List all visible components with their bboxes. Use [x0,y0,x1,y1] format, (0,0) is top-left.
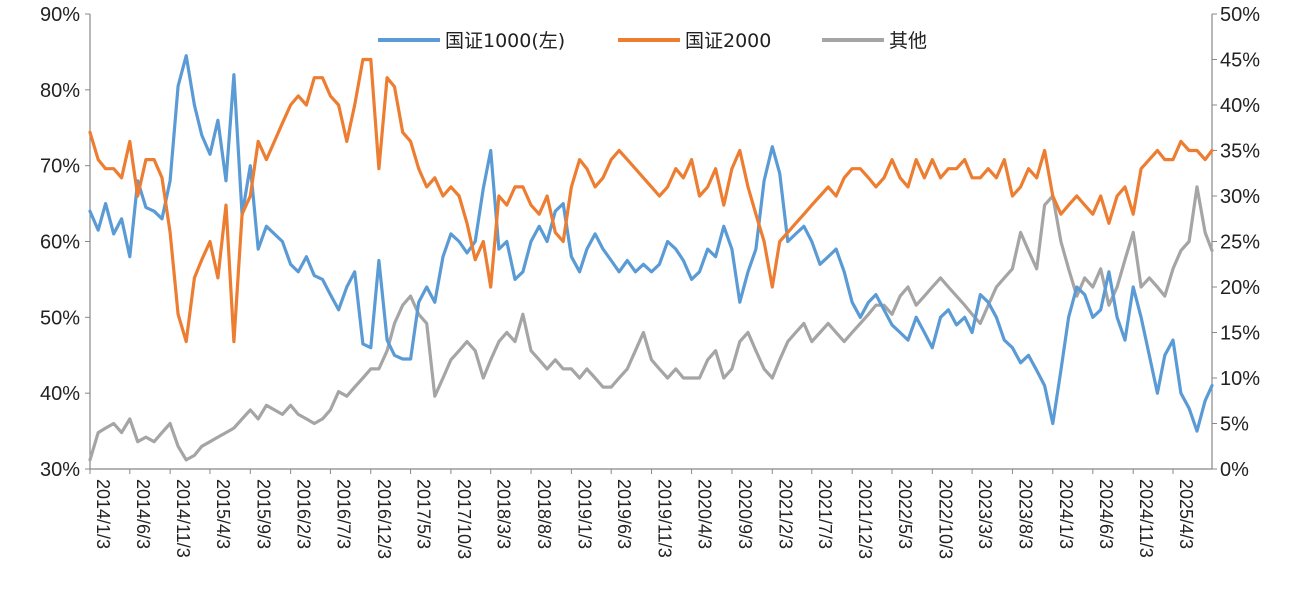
x-tick-label: 2019/1/3 [574,479,594,549]
x-tick-label: 2021/7/3 [815,479,835,549]
left-tick-label: 40% [40,383,80,405]
right-tick-label: 50% [1220,4,1260,26]
x-tick-label: 2022/10/3 [935,479,955,559]
right-tick-label: 40% [1220,95,1260,117]
x-tick-label: 2015/4/3 [213,479,233,549]
x-tick-label: 2020/4/3 [695,479,715,549]
right-tick-label: 10% [1220,368,1260,390]
x-tick-label: 2021/12/3 [855,479,875,559]
series-line-2 [88,185,1214,462]
x-tick-label: 2022/5/3 [895,479,915,549]
legend: 国证1000(左) 国证2000 其他 [378,30,927,52]
x-tick-label: 2024/11/3 [1136,479,1156,558]
x-tick-label: 2016/7/3 [333,479,353,549]
right-tick-label: 45% [1220,50,1260,72]
right-tick-label: 15% [1220,323,1260,345]
left-tick-label: 30% [40,459,80,481]
axes-group: 30% 40% 50% 60% 70% 80% 90% 0% 5% 10% 15% 20% 25% 30%… [40,4,1260,559]
left-tick-label: 60% [40,232,80,254]
x-tick-label: 2023/8/3 [1015,479,1035,549]
x-tick-label: 2015/9/3 [253,479,273,549]
x-tick-label: 2019/6/3 [614,479,634,549]
x-tick-label: 2018/3/3 [494,479,514,549]
x-tick-label: 2016/12/3 [374,479,394,559]
legend-label-1: 国证2000 [685,30,771,52]
x-tick-label: 2024/1/3 [1056,479,1076,549]
x-tick-label: 2020/9/3 [735,479,755,549]
x-tick-label: 2014/11/3 [173,479,193,558]
left-tick-label: 70% [40,156,80,178]
right-tick-label: 0% [1220,459,1249,481]
series-line-1 [88,57,1214,344]
x-tick-label: 2017/5/3 [414,479,434,549]
series-lines [88,54,1214,462]
x-tick-label: 2016/2/3 [294,479,314,549]
series-line-0 [88,54,1214,433]
right-tick-label: 20% [1220,277,1260,299]
x-tick-label: 2014/6/3 [133,479,153,549]
left-tick-label: 80% [40,80,80,102]
x-tick-label: 2014/1/3 [93,479,113,549]
right-tick-label: 35% [1220,141,1260,163]
x-tick-label: 2017/10/3 [454,479,474,559]
x-tick-label: 2023/3/3 [975,479,995,549]
left-tick-label: 90% [40,4,80,26]
legend-label-0: 国证1000(左) [445,30,565,52]
right-tick-label: 5% [1220,414,1249,436]
x-tick-label: 2021/2/3 [775,479,795,549]
left-tick-label: 50% [40,307,80,329]
x-tick-label: 2024/6/3 [1096,479,1116,549]
right-tick-label: 30% [1220,186,1260,208]
right-tick-label: 25% [1220,232,1260,254]
x-tick-label: 2025/4/3 [1176,479,1196,549]
x-tick-label: 2019/11/3 [655,479,675,558]
x-tick-label: 2018/8/3 [534,479,554,549]
legend-label-2: 其他 [889,30,927,52]
